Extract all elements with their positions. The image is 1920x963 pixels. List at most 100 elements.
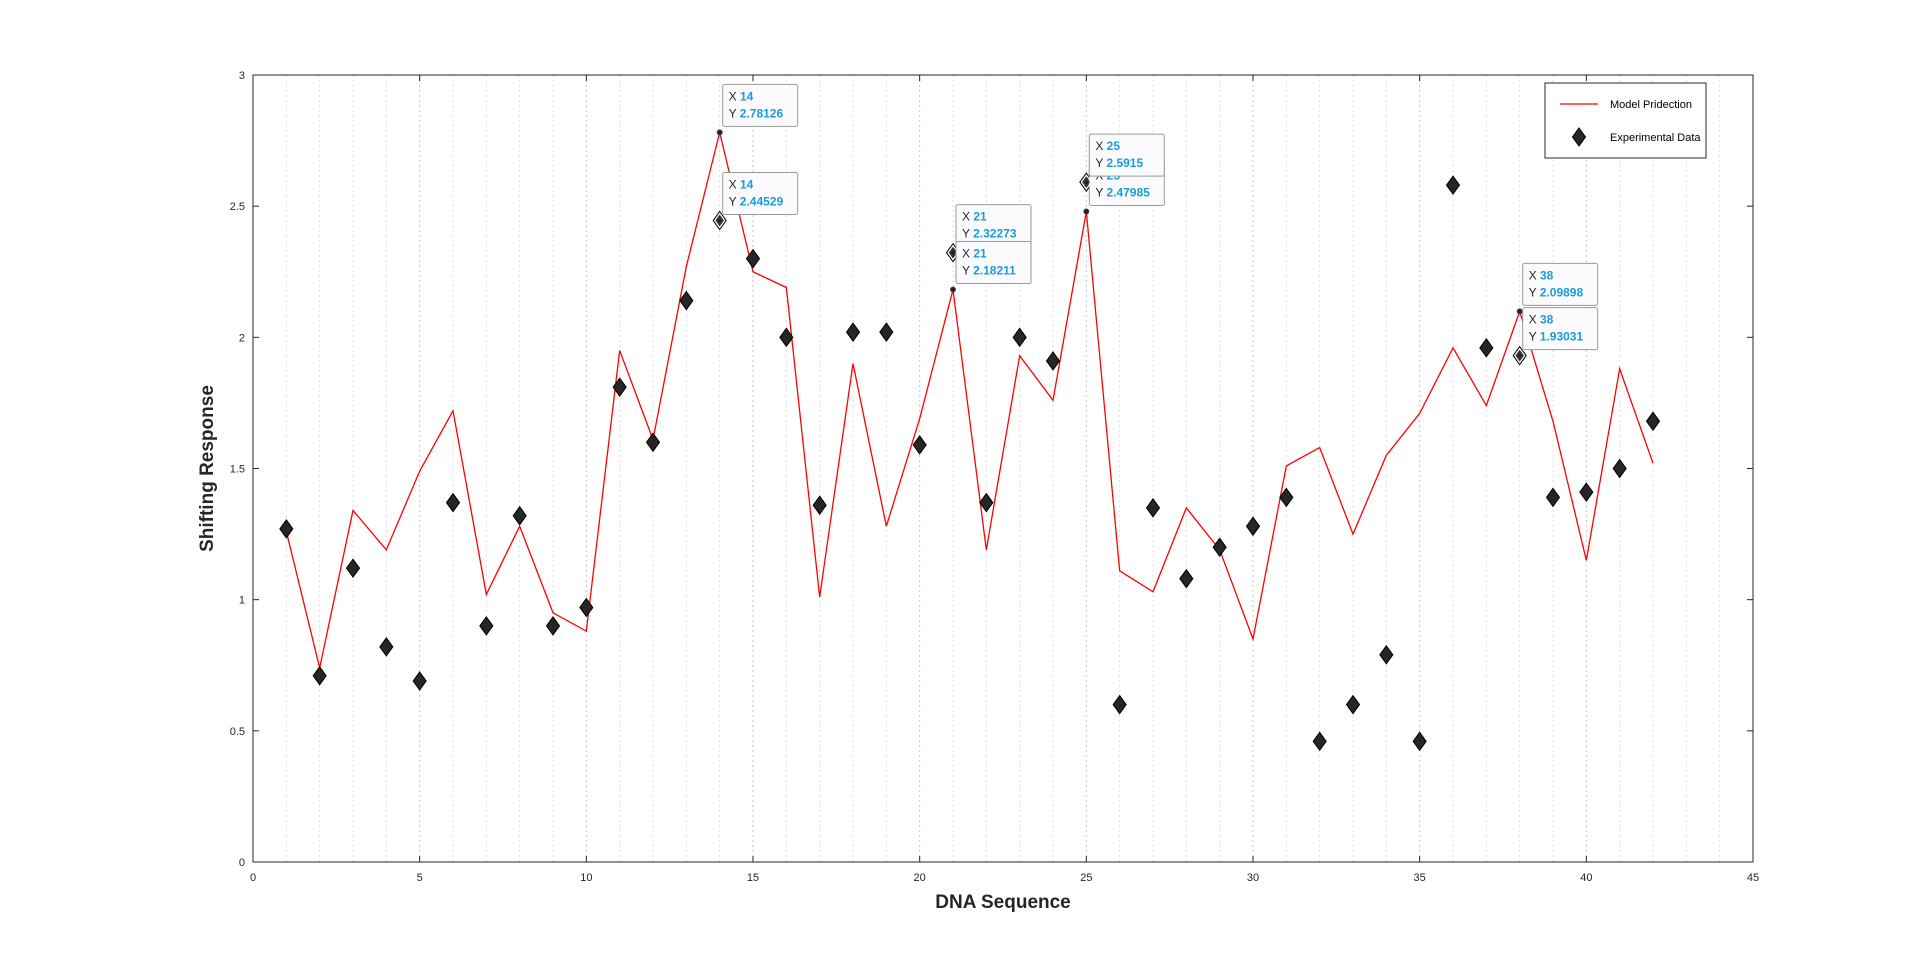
datatip: X 25Y 2.5915 — [1088, 133, 1165, 177]
datatip-x-value: 14 — [740, 178, 754, 192]
datatip-y-key: Y — [1529, 330, 1540, 344]
datatip-anchor — [1516, 308, 1523, 315]
datatip-x-value: 21 — [973, 210, 987, 224]
datatip-x-key: X — [729, 89, 740, 103]
datatip: X 14 Y 2.78126 — [722, 83, 799, 127]
datatip-x-key: X — [1529, 268, 1540, 282]
datatip-highlight — [713, 212, 726, 229]
datatip-anchor — [716, 129, 723, 136]
datatip-x-key: X — [1095, 139, 1106, 153]
datatip-box — [722, 83, 799, 127]
datatip-x-row: X 14 — [729, 178, 754, 192]
axis-ticks: 0 5 10 15 20 25 30 35 40 45 0 0.5 1 1.5 2 2.5 3 — [230, 70, 1759, 884]
x-tick-label: 0 — [250, 872, 256, 884]
plot-area — [253, 75, 1753, 862]
data-point-experimental — [1212, 537, 1227, 558]
datatip-y-row: Y 2.44529 — [729, 195, 784, 209]
datatip-box — [1088, 133, 1165, 177]
datatip-y-row: Y 2.78126 — [729, 106, 784, 120]
grid-lines — [285, 75, 1721, 862]
legend-swatch-diamond — [1571, 127, 1587, 147]
data-point-experimental — [545, 616, 561, 636]
data-point-experimental — [879, 322, 894, 342]
datatip-y-value: 2.18211 — [973, 264, 1016, 278]
datatip-y-row: Y 2.5915 — [1095, 156, 1143, 170]
data-point-experimental — [1012, 327, 1027, 348]
data-point-experimental — [779, 327, 794, 348]
data-point-experimental — [1445, 175, 1461, 196]
datatip-x-key: X — [962, 247, 973, 261]
x-tick-label: 40 — [1580, 872, 1592, 884]
datatip-x-row: X 21 — [962, 210, 987, 224]
datatip-anchor — [716, 217, 723, 224]
datatip-box — [722, 172, 799, 216]
x-tick-label: 25 — [1080, 872, 1092, 884]
y-axis-label: Shifting Response — [197, 385, 218, 552]
data-point-experimental — [612, 377, 627, 398]
datatip-highlight — [1080, 174, 1093, 191]
datatip-y-key: Y — [1095, 185, 1106, 199]
y-tick-label: 1 — [239, 595, 245, 607]
data-point-experimental — [679, 290, 694, 311]
datatip-x-row: X 25 — [1095, 139, 1120, 153]
x-axis-label: DNA Sequence — [935, 892, 1071, 913]
data-point-experimental — [1145, 497, 1161, 518]
data-point-experimental — [445, 492, 461, 513]
datatip-anchor — [1083, 179, 1090, 186]
data-point-experimental — [1045, 351, 1061, 371]
datatip-y-value: 2.78126 — [740, 106, 784, 120]
x-tick-label: 15 — [747, 872, 759, 884]
data-point-experimental — [1612, 458, 1627, 479]
data-point-experimental — [479, 616, 494, 636]
data-point-experimental — [1479, 337, 1494, 358]
x-tick-label: 45 — [1747, 872, 1759, 884]
y-tick-label: 2.5 — [230, 201, 245, 213]
datatip-highlight — [1513, 347, 1526, 364]
datatip-x-value: 25 — [1107, 139, 1121, 153]
data-point-experimental — [1179, 568, 1194, 589]
datatip-y-row: Y 1.93031 — [1529, 330, 1584, 344]
data-point-experimental — [979, 492, 994, 513]
datatip: X 38Y 2.09898 — [1522, 262, 1599, 306]
x-tick-label: 35 — [1414, 872, 1426, 884]
datatip-x-row: X 14 — [729, 89, 754, 103]
datatip-anchor — [1516, 352, 1523, 359]
data-point-experimental — [1379, 644, 1394, 665]
datatip-y-value: 2.32273 — [973, 227, 1017, 241]
datatip-y-row: Y 2.18211 — [962, 264, 1016, 278]
datatip-box — [955, 241, 1032, 285]
legend-box — [1544, 82, 1707, 159]
data-point-experimental — [1345, 694, 1361, 715]
y-tick-label: 0.5 — [230, 726, 245, 738]
data-point-experimental — [279, 518, 294, 539]
y-tick-label: 1.5 — [230, 464, 245, 476]
data-point-experimental — [812, 495, 827, 516]
datatip-y-row: Y 2.47985 — [1095, 185, 1150, 199]
data-point-experimental — [1545, 487, 1561, 508]
datatip-x-row: X 38 — [1529, 268, 1554, 282]
x-tick-label: 20 — [914, 872, 926, 884]
series-layer — [279, 132, 1661, 752]
datatip-x-key: X — [962, 210, 973, 224]
datatip-y-value: 2.09898 — [1540, 285, 1584, 299]
legend: Model Pridection Experimental Data — [1544, 82, 1707, 159]
data-point-experimental — [745, 248, 761, 269]
legend-label-experimental: Experimental Data — [1610, 132, 1701, 144]
data-point-experimental — [1245, 516, 1261, 537]
datatip-x-row: X 21 — [962, 247, 987, 261]
data-point-experimental — [579, 597, 594, 618]
datatip-box — [1522, 262, 1599, 306]
datatip-y-key: Y — [1095, 156, 1106, 170]
datatip-y-value: 1.93031 — [1540, 330, 1584, 344]
y-tick-label: 3 — [239, 70, 245, 82]
datatip: X 14 Y 2.44529 — [722, 172, 799, 216]
x-tick-label: 5 — [417, 872, 423, 884]
datatip-y-value: 2.5915 — [1106, 156, 1143, 170]
datatip: X 21Y 2.32273 — [955, 204, 1032, 248]
datatip-y-key: Y — [729, 106, 740, 120]
data-point-experimental — [1579, 482, 1594, 502]
datatip-x-value: 38 — [1540, 268, 1554, 282]
datatip: X 21 Y 2.18211 — [955, 241, 1032, 285]
datatip-y-key: Y — [962, 227, 973, 241]
